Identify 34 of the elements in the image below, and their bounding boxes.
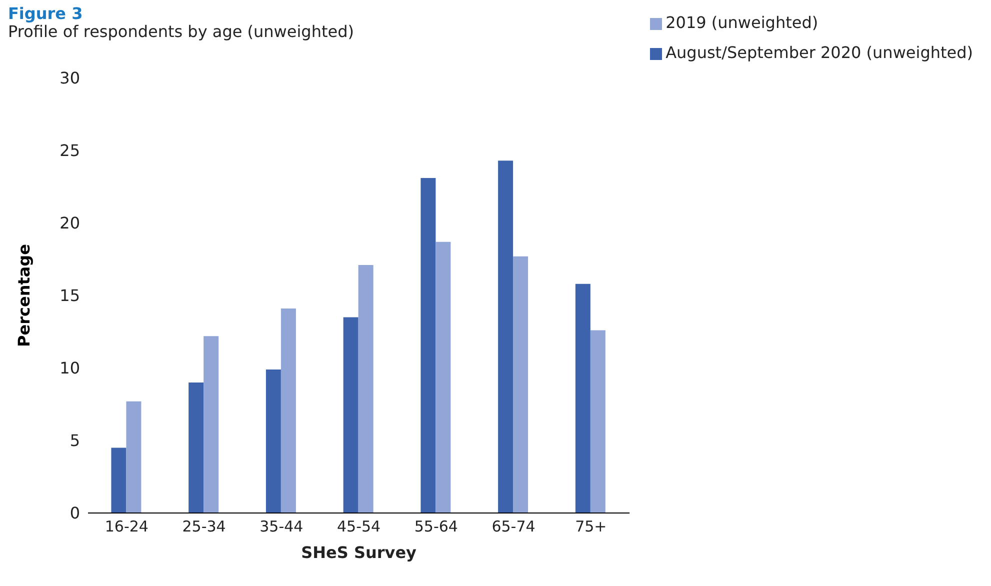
y-tick-label: 20 bbox=[60, 214, 80, 233]
bar bbox=[590, 330, 606, 513]
bar bbox=[204, 336, 219, 513]
bar bbox=[575, 284, 590, 513]
x-tick-label: 35-44 bbox=[260, 518, 304, 536]
x-tick-label: 75+ bbox=[575, 518, 607, 536]
bar bbox=[343, 317, 358, 513]
x-tick-label: 45-54 bbox=[336, 518, 381, 536]
y-tick-label: 5 bbox=[70, 431, 80, 450]
chart-title: Figure 3 bbox=[8, 4, 83, 23]
bar bbox=[420, 178, 436, 513]
x-axis-title: SHeS Survey bbox=[301, 543, 418, 562]
y-tick-label: 25 bbox=[60, 141, 80, 160]
bar bbox=[498, 160, 514, 513]
x-tick-label: 16-24 bbox=[104, 518, 148, 536]
bar bbox=[126, 401, 142, 513]
bar bbox=[266, 369, 281, 513]
y-tick-label: 0 bbox=[70, 504, 80, 523]
y-tick-label: 30 bbox=[60, 68, 80, 88]
y-tick-label: 15 bbox=[60, 286, 80, 306]
bar bbox=[513, 256, 528, 513]
bar bbox=[358, 265, 374, 513]
x-tick-label: 65-74 bbox=[492, 518, 536, 536]
x-tick-label: 55-64 bbox=[414, 518, 458, 536]
bar bbox=[280, 308, 296, 513]
bar bbox=[436, 242, 451, 513]
legend-label: August/September 2020 (unweighted) bbox=[666, 43, 973, 62]
bar bbox=[111, 448, 126, 513]
chart-subtitle: Profile of respondents by age (unweighted) bbox=[8, 22, 354, 41]
bar bbox=[188, 382, 204, 513]
y-axis-title: Percentage bbox=[14, 244, 34, 347]
x-tick-label: 25-34 bbox=[182, 518, 226, 536]
legend-label: 2019 (unweighted) bbox=[666, 13, 818, 32]
y-tick-label: 10 bbox=[60, 358, 80, 378]
